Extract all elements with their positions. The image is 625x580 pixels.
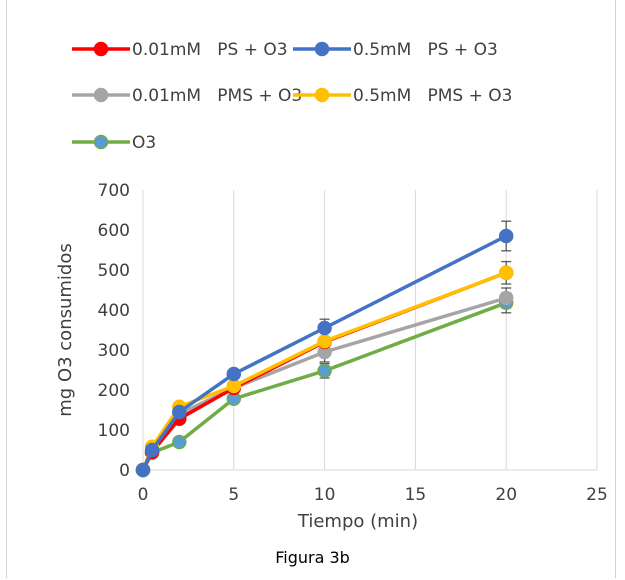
y-tick-label-400: 400 bbox=[98, 301, 130, 321]
legend-label-4: O3 bbox=[132, 133, 156, 153]
y-tick-label-300: 300 bbox=[98, 341, 130, 361]
data-point-3-4 bbox=[317, 333, 332, 349]
y-tick-label-0: 0 bbox=[119, 461, 130, 481]
x-tick-label-0: 0 bbox=[138, 485, 149, 505]
data-point-1-4 bbox=[317, 320, 332, 336]
legend-marker-2 bbox=[93, 87, 109, 103]
legend-marker-3 bbox=[314, 87, 330, 103]
y-tick-label-700: 700 bbox=[98, 181, 130, 201]
legend-marker-1 bbox=[314, 41, 330, 57]
data-point-1-3 bbox=[226, 366, 242, 382]
data-point-1-2 bbox=[172, 404, 187, 420]
x-tick-label-20: 20 bbox=[495, 485, 517, 505]
x-tick-label-25: 25 bbox=[586, 485, 608, 505]
x-tick-label-15: 15 bbox=[405, 485, 427, 505]
x-axis-title: Tiempo (min) bbox=[297, 511, 418, 532]
data-point-2-5 bbox=[498, 290, 514, 306]
data-point-1-0 bbox=[135, 462, 151, 478]
y-axis-title: mg O3 consumidos bbox=[55, 243, 76, 416]
y-tick-label-200: 200 bbox=[98, 381, 130, 401]
legend-marker-4 bbox=[93, 134, 109, 150]
x-tick-label-10: 10 bbox=[314, 485, 336, 505]
data-point-4-2 bbox=[172, 434, 187, 450]
data-point-3-3 bbox=[226, 378, 242, 394]
legend-label-1: 0.5mM PS + O3 bbox=[353, 40, 498, 60]
figure-caption: Figura 3b bbox=[275, 548, 350, 567]
data-point-3-5 bbox=[498, 265, 514, 281]
y-tick-label-500: 500 bbox=[98, 261, 130, 281]
y-tick-label-600: 600 bbox=[98, 221, 130, 241]
y-tick-label-100: 100 bbox=[98, 421, 130, 441]
data-point-1-1 bbox=[144, 442, 160, 458]
legend-label-0: 0.01mM PS + O3 bbox=[132, 40, 288, 60]
legend-label-2: 0.01mM PMS + O3 bbox=[132, 86, 302, 106]
legend-marker-0 bbox=[93, 41, 109, 57]
x-tick-label-5: 5 bbox=[228, 485, 239, 505]
data-point-4-4 bbox=[317, 363, 332, 379]
chart-frame bbox=[6, 0, 616, 578]
data-point-1-5 bbox=[498, 228, 514, 244]
legend-label-3: 0.5mM PMS + O3 bbox=[353, 86, 512, 106]
